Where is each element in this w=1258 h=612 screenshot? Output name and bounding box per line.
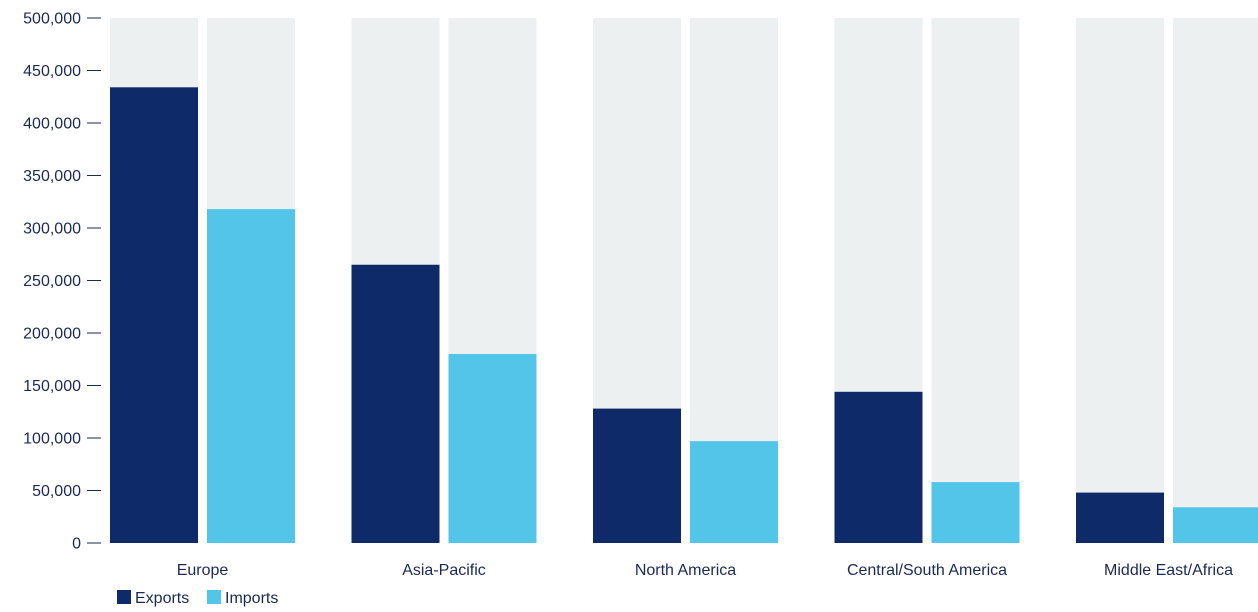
legend-label-exports: Exports	[135, 590, 189, 607]
y-tick-label: 350,000	[23, 168, 81, 185]
x-tick-label: Asia-Pacific	[402, 562, 486, 579]
bar-europe-imports	[207, 209, 295, 543]
bar-middle-east-africa-imports	[1173, 507, 1258, 543]
x-axis: Europe Asia-Pacific North America Central/S…	[177, 562, 1233, 579]
legend-label-imports: Imports	[225, 590, 278, 607]
y-tick-label: 500,000	[23, 11, 81, 28]
y-tick-label: 150,000	[23, 378, 81, 395]
bar-north-america-exports	[593, 408, 681, 543]
legend-swatch-exports	[117, 590, 131, 604]
bar-central-south-america-imports	[931, 482, 1020, 543]
bar-north-america-imports	[690, 441, 778, 543]
y-tick-label: 450,000	[23, 63, 81, 80]
y-tick-label: 200,000	[23, 326, 81, 343]
y-tick-label: 100,000	[23, 431, 81, 448]
y-axis: 0 50,000 100,000 150,000 200,000 250,000 300,0…	[23, 11, 101, 553]
bar-central-south-america-exports	[834, 391, 923, 543]
x-tick-label: Middle East/Africa	[1104, 562, 1233, 579]
x-tick-label: Europe	[177, 562, 229, 579]
bar-middle-east-africa-exports	[1076, 492, 1164, 543]
y-tick-label: 250,000	[23, 273, 81, 290]
bar-track-middle-east-africa-exports	[1076, 18, 1164, 543]
legend: Exports Imports	[117, 590, 278, 607]
y-tick-label: 400,000	[23, 116, 81, 133]
y-tick-label: 0	[72, 536, 81, 553]
bars	[110, 87, 1258, 544]
bar-track-central-south-america-imports	[931, 18, 1020, 543]
x-tick-label: Central/South America	[847, 562, 1007, 579]
bar-track-middle-east-africa-imports	[1173, 18, 1258, 543]
y-tick-label: 50,000	[32, 483, 81, 500]
bar-europe-exports	[110, 87, 198, 544]
x-tick-label: North America	[635, 562, 736, 579]
bar-asia-pacific-exports	[351, 264, 440, 543]
y-tick-label: 300,000	[23, 221, 81, 238]
bar-asia-pacific-imports	[448, 354, 537, 543]
legend-swatch-imports	[207, 590, 221, 604]
